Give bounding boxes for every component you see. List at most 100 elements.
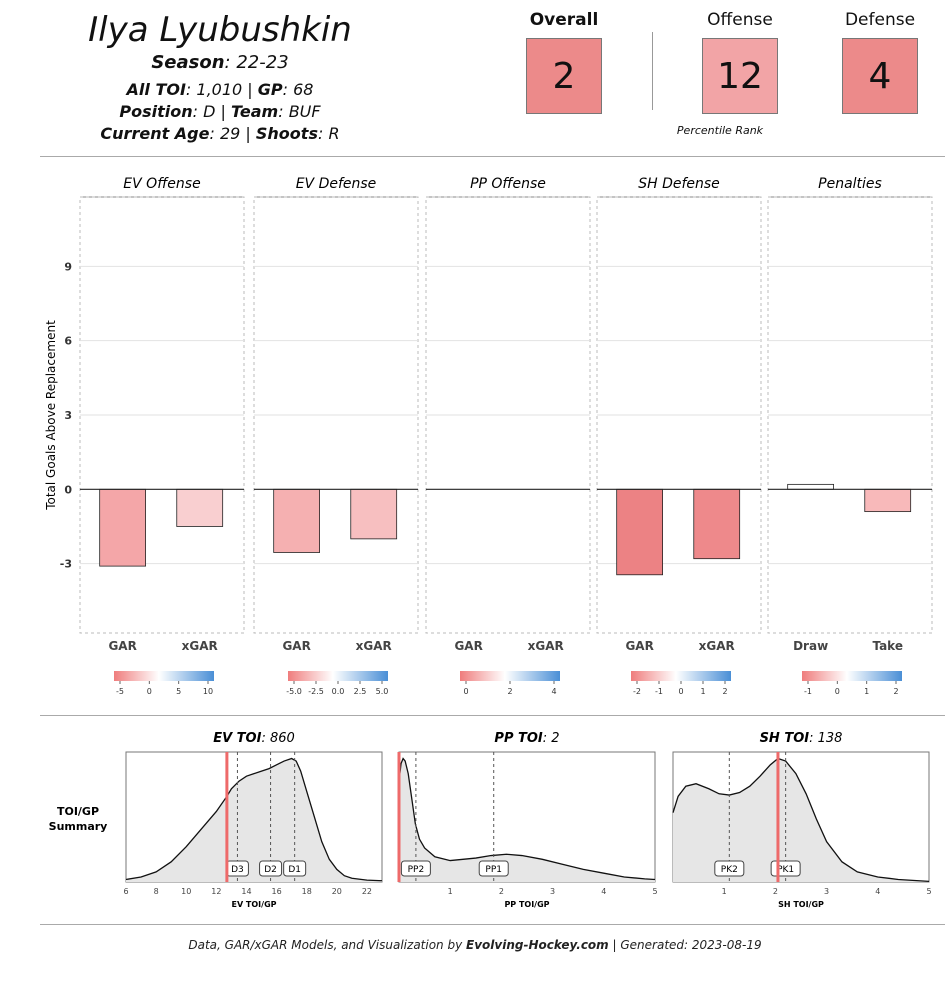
shoots-label: Shoots xyxy=(255,124,318,143)
y-tick-label: -3 xyxy=(60,558,72,571)
x-tick-label: 5 xyxy=(926,887,931,896)
x-tick-label: 20 xyxy=(332,887,342,896)
gar-bar xyxy=(787,483,834,490)
reference-label: D2 xyxy=(264,865,277,875)
x-category-label: Take xyxy=(872,639,903,653)
season-line: Season: 22-23 xyxy=(151,52,289,73)
x-category-label: xGAR xyxy=(182,639,218,653)
footer: Data, GAR/xGAR Models, and Visualization… xyxy=(0,938,950,952)
reference-badge xyxy=(259,860,283,877)
reference-badge xyxy=(714,860,745,877)
gar-bar xyxy=(693,488,741,560)
legend-tick-label: -2.5 xyxy=(308,687,324,696)
toi-panel-title: EV TOI: 860 xyxy=(213,731,295,746)
overall-rank-box: 2 xyxy=(526,38,602,114)
x-tick-label: 4 xyxy=(875,887,880,896)
position-value: D xyxy=(203,102,216,121)
footer-prefix: Data, GAR/xGAR Models, and Visualization… xyxy=(188,938,463,952)
toi-panel-title: PP TOI: 2 xyxy=(494,731,559,746)
reference-badge xyxy=(400,860,431,877)
panel-title: PP Offense xyxy=(470,176,546,192)
x-tick-label: 3 xyxy=(824,887,829,896)
gp-label: GP xyxy=(257,80,283,99)
gar-panel-3: SH Defense GAR xGAR -2 -1 0 1 2 xyxy=(596,176,762,696)
panel-title: EV Offense xyxy=(123,176,200,192)
x-tick-label: 3 xyxy=(550,887,555,896)
toi-value: 1,010 xyxy=(196,80,243,99)
x-tick-label: 8 xyxy=(154,887,159,896)
x-tick-label: 14 xyxy=(241,887,251,896)
x-tick-label: 2 xyxy=(499,887,504,896)
legend-tick-label: 2 xyxy=(722,687,727,696)
x-category-label: GAR xyxy=(282,639,310,653)
toi-line: All TOI: 1,010 | GP: 68 xyxy=(126,80,314,99)
middle-divider xyxy=(40,715,945,716)
x-tick-label: 12 xyxy=(211,887,221,896)
color-legend-bar xyxy=(114,671,214,681)
reference-label: PP1 xyxy=(485,865,502,875)
legend-tick-label: -1 xyxy=(655,687,663,696)
position-label: Position xyxy=(119,102,193,121)
legend-tick-label: 0 xyxy=(678,687,683,696)
x-axis-label: PP TOI/GP xyxy=(504,900,549,909)
legend-tick-label: 0 xyxy=(147,687,152,696)
toi-label: All TOI xyxy=(126,80,186,99)
x-category-label: xGAR xyxy=(528,639,564,653)
x-category-label: Draw xyxy=(793,639,828,653)
color-legend-bar xyxy=(460,671,560,681)
density-area xyxy=(673,758,929,882)
x-tick-label: 6 xyxy=(123,887,128,896)
position-line: Position: D | Team: BUF xyxy=(119,102,321,121)
x-tick-label: 18 xyxy=(302,887,312,896)
legend-tick-label: 2 xyxy=(507,687,512,696)
density-area xyxy=(126,758,382,882)
legend-tick-label: 0 xyxy=(463,687,468,696)
gar-chart: Total Goals Above Replacement -3 0 3 6 9 EV Of… xyxy=(44,176,933,696)
rank-divider xyxy=(652,32,653,110)
legend-tick-label: 1 xyxy=(864,687,869,696)
x-category-label: GAR xyxy=(108,639,136,653)
footer-divider xyxy=(40,924,945,925)
age-line: Current Age: 29 | Shoots: R xyxy=(100,124,340,143)
x-axis-label: EV TOI/GP xyxy=(231,900,276,909)
legend-tick-label: -5.0 xyxy=(286,687,302,696)
reference-label: D3 xyxy=(231,865,244,875)
percentile-caption: Percentile Rank xyxy=(676,124,764,137)
legend-tick-label: -1 xyxy=(804,687,812,696)
reference-label: PK2 xyxy=(721,865,738,875)
shoots-value: R xyxy=(328,124,340,143)
team-label: Team xyxy=(231,102,279,121)
x-tick-label: 16 xyxy=(271,887,281,896)
gar-bar xyxy=(99,488,146,567)
x-category-label: GAR xyxy=(625,639,653,653)
reference-badge xyxy=(283,860,307,877)
gar-panel-4: Penalties Draw Take -1 0 1 2 xyxy=(767,176,933,696)
x-category-label: xGAR xyxy=(699,639,735,653)
reference-badge xyxy=(478,860,509,877)
x-tick-label: 5 xyxy=(652,887,657,896)
offense-rank-title: Offense xyxy=(707,10,773,30)
season-label: Season xyxy=(151,52,225,73)
reference-label: PP2 xyxy=(408,865,425,875)
panel-title: EV Defense xyxy=(296,176,377,192)
reference-label: PK1 xyxy=(777,865,794,875)
color-legend-bar xyxy=(288,671,388,681)
y-tick-label: 0 xyxy=(64,483,72,496)
toi-summary-label: TOI/GP Summary xyxy=(49,805,108,833)
gar-bar xyxy=(616,488,663,576)
legend-tick-label: 5.0 xyxy=(376,687,389,696)
gar-bar xyxy=(176,488,224,527)
offense-rank-box: 12 xyxy=(702,38,778,114)
legend-tick-label: -2 xyxy=(633,687,641,696)
y-axis-label: Total Goals Above Replacement xyxy=(44,320,58,511)
legend-tick-label: 2 xyxy=(893,687,898,696)
toi-panel-1: PP TOI: 2 PP2 PP1 1 2 3 4 5 PP TOI/GP xyxy=(397,731,658,909)
density-line xyxy=(125,757,383,882)
density-line xyxy=(398,757,656,881)
player-name: Ilya Lyubushkin xyxy=(88,10,352,50)
footer-brand[interactable]: Evolving-Hockey.com xyxy=(466,938,609,952)
x-tick-label: 1 xyxy=(722,887,727,896)
y-tick-label: 9 xyxy=(64,260,72,273)
age-value: 29 xyxy=(219,124,241,143)
